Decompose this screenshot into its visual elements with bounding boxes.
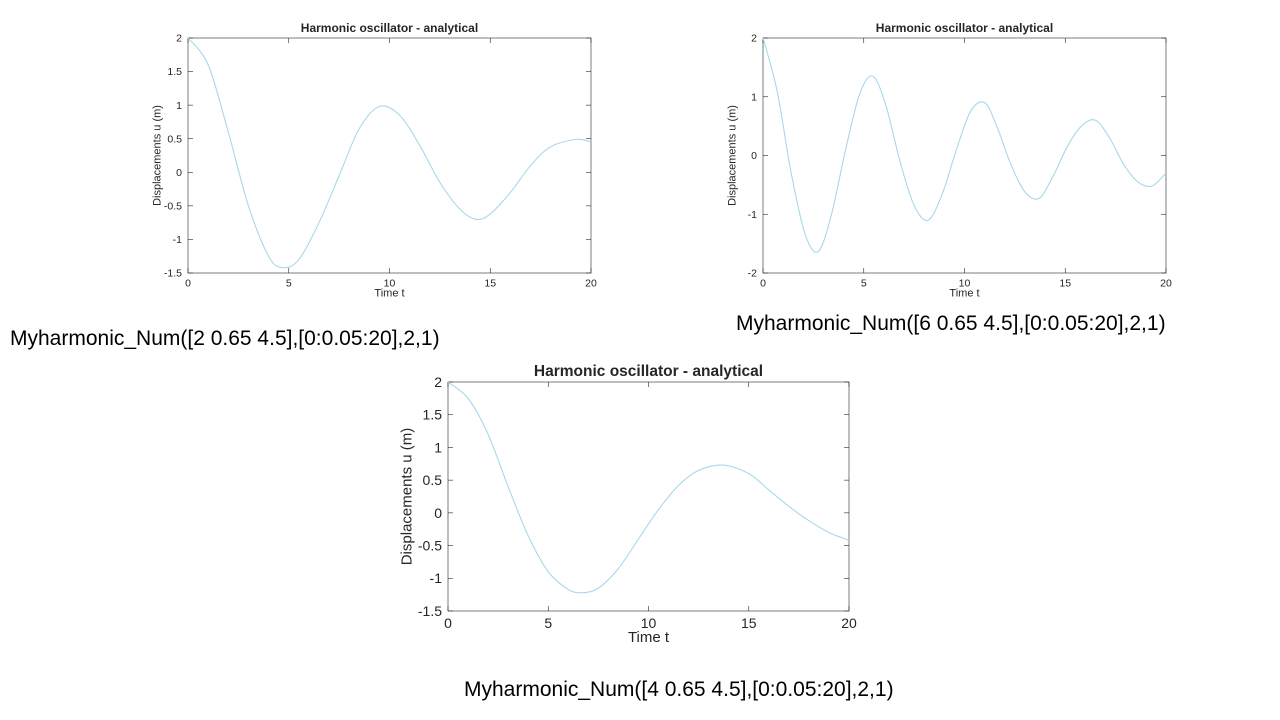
x-tick-label: 20	[585, 278, 597, 290]
x-tick-label: 10	[959, 278, 971, 290]
x-tick-label: 15	[1059, 278, 1071, 290]
oscillator-chart-1: 0 5 10 15 20 -1.5 -1 -0.5 0 0.5 1 1.5 2 Harmonic osci…	[152, 21, 597, 300]
y-axis-label: Displacements u (m)	[727, 105, 739, 206]
y-tick-label: -0.5	[418, 537, 442, 553]
y-tick-label: -1	[173, 234, 182, 246]
displacement-line	[187, 37, 592, 269]
y-tick-label: 0	[434, 505, 442, 521]
chart-title: Harmonic oscillator - analytical	[876, 21, 1053, 35]
chart-2-caption: Myharmonic_Num([6 0.65 4.5],[0:0.05:20],…	[736, 312, 1166, 335]
x-tick-label: 10	[641, 615, 657, 631]
x-axis-label: Time t	[374, 288, 404, 300]
chart-title: Harmonic oscillator - analytical	[301, 21, 478, 35]
y-tick-label: 1.5	[167, 66, 182, 78]
x-tick-label: 15	[741, 615, 757, 631]
x-tick-label: 0	[185, 278, 191, 290]
y-tick-label: -1	[748, 209, 757, 221]
y-tick-label: 2	[751, 33, 757, 45]
chart-3-caption: Myharmonic_Num([4 0.65 4.5],[0:0.05:20],…	[464, 678, 894, 701]
x-tick-label: 10	[384, 278, 396, 290]
plot-area	[762, 37, 1167, 274]
y-tick-label: -1.5	[418, 603, 442, 619]
x-tick-label: 0	[760, 278, 766, 290]
y-tick-label: 0.5	[423, 472, 443, 488]
y-tick-label: 1	[176, 100, 182, 112]
y-tick-label: -2	[748, 268, 757, 280]
y-tick-label: 1.5	[423, 407, 443, 423]
x-tick-label: 5	[861, 278, 867, 290]
y-axis-label: Displacements u (m)	[399, 428, 416, 566]
y-tick-label: 2	[176, 33, 182, 45]
x-tick-label: 5	[286, 278, 292, 290]
plot-area	[187, 37, 592, 274]
y-tick-label: 0	[176, 167, 182, 179]
y-tick-label: 2	[434, 374, 442, 390]
x-tick-label: 15	[484, 278, 496, 290]
y-axis-label: Displacements u (m)	[152, 105, 164, 206]
y-tick-label: -1	[430, 570, 443, 586]
y-tick-label: 1	[751, 91, 757, 103]
plot-area	[447, 381, 850, 612]
y-tick-label: 1	[434, 439, 442, 455]
y-tick-label: 0.5	[167, 133, 182, 145]
x-axis-label: Time t	[949, 288, 979, 300]
x-tick-label: 20	[841, 615, 857, 631]
chart-1-caption: Myharmonic_Num([2 0.65 4.5],[0:0.05:20],…	[10, 327, 440, 350]
x-tick-label: 0	[444, 615, 452, 631]
displacement-line	[447, 381, 850, 594]
y-tick-label: 0	[751, 150, 757, 162]
x-tick-label: 20	[1160, 278, 1172, 290]
chart-title: Harmonic oscillator - analytical	[534, 363, 763, 380]
x-tick-label: 5	[544, 615, 552, 631]
oscillator-chart-3: 0 5 10 15 20 -1.5 -1 -0.5 0 0.5 1 1.5 2 Harmonic osci…	[399, 363, 857, 646]
y-tick-label: -0.5	[164, 201, 182, 213]
y-tick-label: -1.5	[164, 268, 182, 280]
x-axis-label: Time t	[628, 629, 670, 646]
oscillator-chart-2: 0 5 10 15 20 -2 -1 0 1 2 Harmonic oscillator - ana…	[727, 21, 1172, 300]
displacement-line	[762, 37, 1167, 253]
